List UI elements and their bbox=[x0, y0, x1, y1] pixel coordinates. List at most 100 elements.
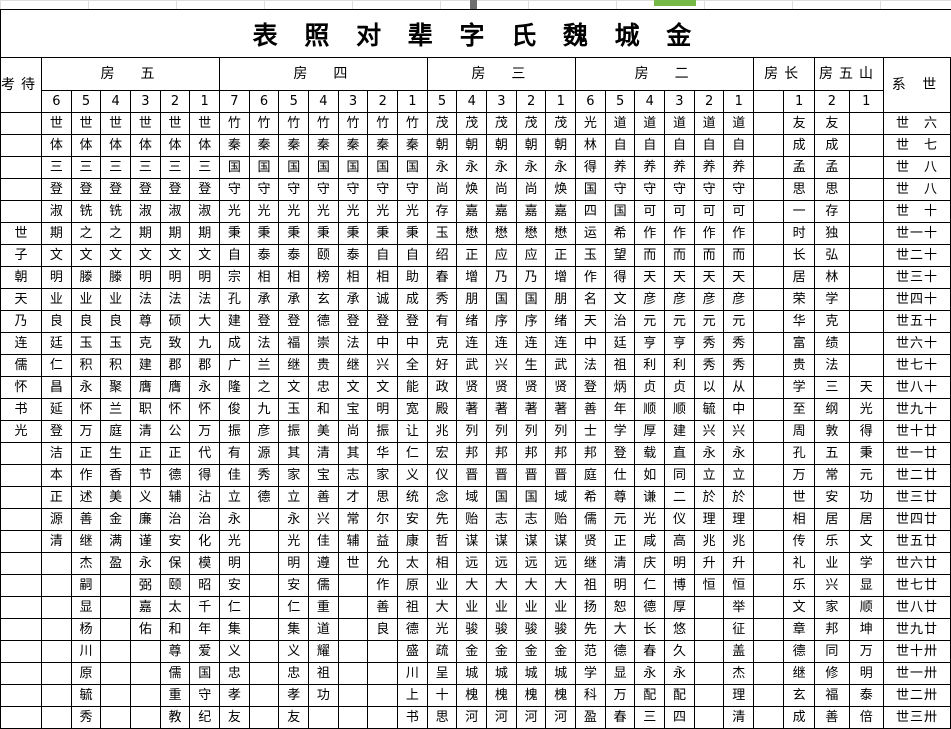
cell-fang5-6-r19: 源 bbox=[41, 508, 72, 531]
cell-fang4-2-r5: 光 bbox=[367, 200, 399, 223]
cell-fang5-1-r14: 怀 bbox=[189, 398, 221, 421]
cell-fang5-2-r22: 颐 bbox=[159, 574, 191, 597]
cell-fang3-2-r26: 城 bbox=[515, 662, 547, 685]
cell-fang5-1-r13: 永 bbox=[189, 376, 221, 399]
cell-fang3-4-r13: 贤 bbox=[456, 376, 488, 399]
cell-fang4-4-r3: 国 bbox=[308, 156, 339, 179]
cell-fang2-4-r25: 春 bbox=[634, 640, 666, 663]
cell-fang3-2-r1: 茂 bbox=[515, 112, 547, 135]
cell-fang5shan-1-r14: 光 bbox=[848, 398, 884, 421]
cell-fang2-3-r1: 道 bbox=[664, 112, 695, 135]
cell-fang4-3-r3: 国 bbox=[337, 156, 369, 179]
cell-fang2-4-r16: 载 bbox=[634, 442, 666, 465]
cell-fang3-5-r13: 政 bbox=[426, 376, 458, 399]
cell-fang2-5-r18: 尊 bbox=[604, 486, 636, 509]
cell-fang4-5-r23: 仁 bbox=[278, 596, 310, 619]
cell-fang5-1-r27: 守 bbox=[189, 684, 221, 707]
cell-fang5-5-r19: 善 bbox=[70, 508, 102, 531]
cell-fang2-5-r6: 希 bbox=[604, 222, 636, 245]
cell-fang2-6-r4: 国 bbox=[575, 178, 606, 201]
cell-fang2-2-r11: 秀 bbox=[693, 332, 725, 355]
cell-fang3-4-r9: 朋 bbox=[456, 288, 488, 311]
cell-fangzhang-1-r18: 世 bbox=[783, 486, 816, 509]
table-row: 连廷玉玉克致九成法福崇法中中克连连连连中廷亨亨秀秀富绩世六十 bbox=[0, 332, 951, 355]
cell-fang4-3-r15: 尚 bbox=[337, 420, 369, 443]
cell-fang4-7-r2: 秦 bbox=[219, 134, 250, 157]
cell-kaodai-r17 bbox=[0, 464, 42, 487]
cell-fang3-1-r20: 谋 bbox=[545, 530, 577, 553]
cell-fang2-1-r23: 举 bbox=[723, 596, 755, 619]
cell-fang2-4-r22: 仁 bbox=[634, 574, 666, 597]
cell-fangzhang-1-r10: 华 bbox=[783, 310, 816, 333]
cell-fang2-1-r9: 彦 bbox=[723, 288, 755, 311]
cell-fang3-1-r9: 朋 bbox=[545, 288, 577, 311]
cell-fang5-3-r10: 尊 bbox=[130, 310, 161, 333]
cell-generation-r17: 世二廿 bbox=[882, 464, 951, 487]
cell-fang5shan-1-r12 bbox=[848, 354, 884, 377]
cell-fang2-6-r14: 善 bbox=[575, 398, 606, 421]
cell-fang3-2-r20: 谋 bbox=[515, 530, 547, 553]
cell-fang2-4-r26: 永 bbox=[634, 662, 666, 685]
cell-fang3-1-r6: 懋 bbox=[545, 222, 577, 245]
cell-fang3-3-r27: 槐 bbox=[486, 684, 517, 707]
cell-fang4-1-r5: 光 bbox=[397, 200, 428, 223]
cell-fang5shan-2-r24: 邦 bbox=[814, 618, 850, 641]
cell-fang5-6-r3: 三 bbox=[41, 156, 72, 179]
cell-fang3-1-r14: 著 bbox=[545, 398, 577, 421]
table-row: 洁正生正正代有源其清其华仁宏邦邦邦邦邦登载直永永孔五秉世一廿 bbox=[0, 442, 951, 465]
cell-fang3-3-r9: 国 bbox=[486, 288, 517, 311]
cell-fang2-5-r13: 炳 bbox=[604, 376, 636, 399]
cell-fang4-2-r24: 良 bbox=[367, 618, 399, 641]
header-fang3: 房 三 bbox=[426, 57, 577, 91]
cell-fang2-3-r6: 作 bbox=[664, 222, 695, 245]
cell-fang4-3-r20: 辅 bbox=[337, 530, 369, 553]
cell-fang2-2-r22: 恒 bbox=[693, 574, 725, 597]
cell-fang4-3-r11: 法 bbox=[337, 332, 369, 355]
cell-fang5shan-2-r4: 思 bbox=[814, 178, 850, 201]
cell-fang3-1-r8: 增 bbox=[545, 266, 577, 289]
cell-fangzhang-1-r4: 思 bbox=[783, 178, 816, 201]
cell-fang5-4-r1: 世 bbox=[100, 112, 132, 135]
cell-fang3-4-r3: 永 bbox=[456, 156, 488, 179]
cell-fang4-4-r1: 竹 bbox=[308, 112, 339, 135]
cell-fang3-5-r3: 永 bbox=[426, 156, 458, 179]
cell-fang4-4-r10: 德 bbox=[308, 310, 339, 333]
cell-fang4-3-r23 bbox=[337, 596, 369, 619]
cell-kaodai-r22 bbox=[0, 574, 42, 597]
cell-fang3-2-r4: 尚 bbox=[515, 178, 547, 201]
cell-fang4-6-r26 bbox=[248, 662, 280, 685]
cell-fang3-4-r21: 远 bbox=[456, 552, 488, 575]
cell-fang4-2-r21: 允 bbox=[367, 552, 399, 575]
cell-fang2-4-r28: 三 bbox=[634, 706, 666, 729]
cell-fang4-6-r22 bbox=[248, 574, 280, 597]
cell-fang4-6-r1: 竹 bbox=[248, 112, 280, 135]
cell-fang3-4-r16: 邦 bbox=[456, 442, 488, 465]
table-row: 秀教纪友友书思河河河河盈春三四清成善倍世三卅 bbox=[0, 706, 951, 729]
cell-fang2-6-r13: 登 bbox=[575, 376, 606, 399]
cell-fang2-3-r5: 可 bbox=[664, 200, 695, 223]
cell-fang4-6-r14: 九 bbox=[248, 398, 280, 421]
cell-fang2-4-r3: 养 bbox=[634, 156, 666, 179]
cell-fang4-7-r4: 守 bbox=[219, 178, 250, 201]
cell-fang2-3-r17: 同 bbox=[664, 464, 695, 487]
cell-fang5-5-r7: 文 bbox=[70, 244, 102, 267]
cell-fang3-2-r28: 河 bbox=[515, 706, 547, 729]
cell-fang5shan-2-r16: 五 bbox=[814, 442, 850, 465]
cell-fang5-3-r19: 廉 bbox=[130, 508, 161, 531]
cell-fangzhang-blank-r2 bbox=[753, 134, 785, 157]
cell-fang2-1-r24: 征 bbox=[723, 618, 755, 641]
cell-fang4-4-r18: 善 bbox=[308, 486, 339, 509]
cell-generation-r9: 世四十 bbox=[882, 288, 951, 311]
cell-fang5-2-r15: 公 bbox=[159, 420, 191, 443]
cell-fang4-7-r5: 光 bbox=[219, 200, 250, 223]
cell-fang4-2-r1: 竹 bbox=[367, 112, 399, 135]
cell-fang4-6-r10: 登 bbox=[248, 310, 280, 333]
cell-fang3-4-r28: 河 bbox=[456, 706, 488, 729]
cell-fang4-2-r17: 家 bbox=[367, 464, 399, 487]
cell-fang2-1-r15: 兴 bbox=[723, 420, 755, 443]
cell-generation-r27: 世二卅 bbox=[882, 684, 951, 707]
cell-fang3-1-r21: 远 bbox=[545, 552, 577, 575]
cell-fang3-1-r18: 域 bbox=[545, 486, 577, 509]
cell-fang5-6-r8: 明 bbox=[41, 266, 72, 289]
